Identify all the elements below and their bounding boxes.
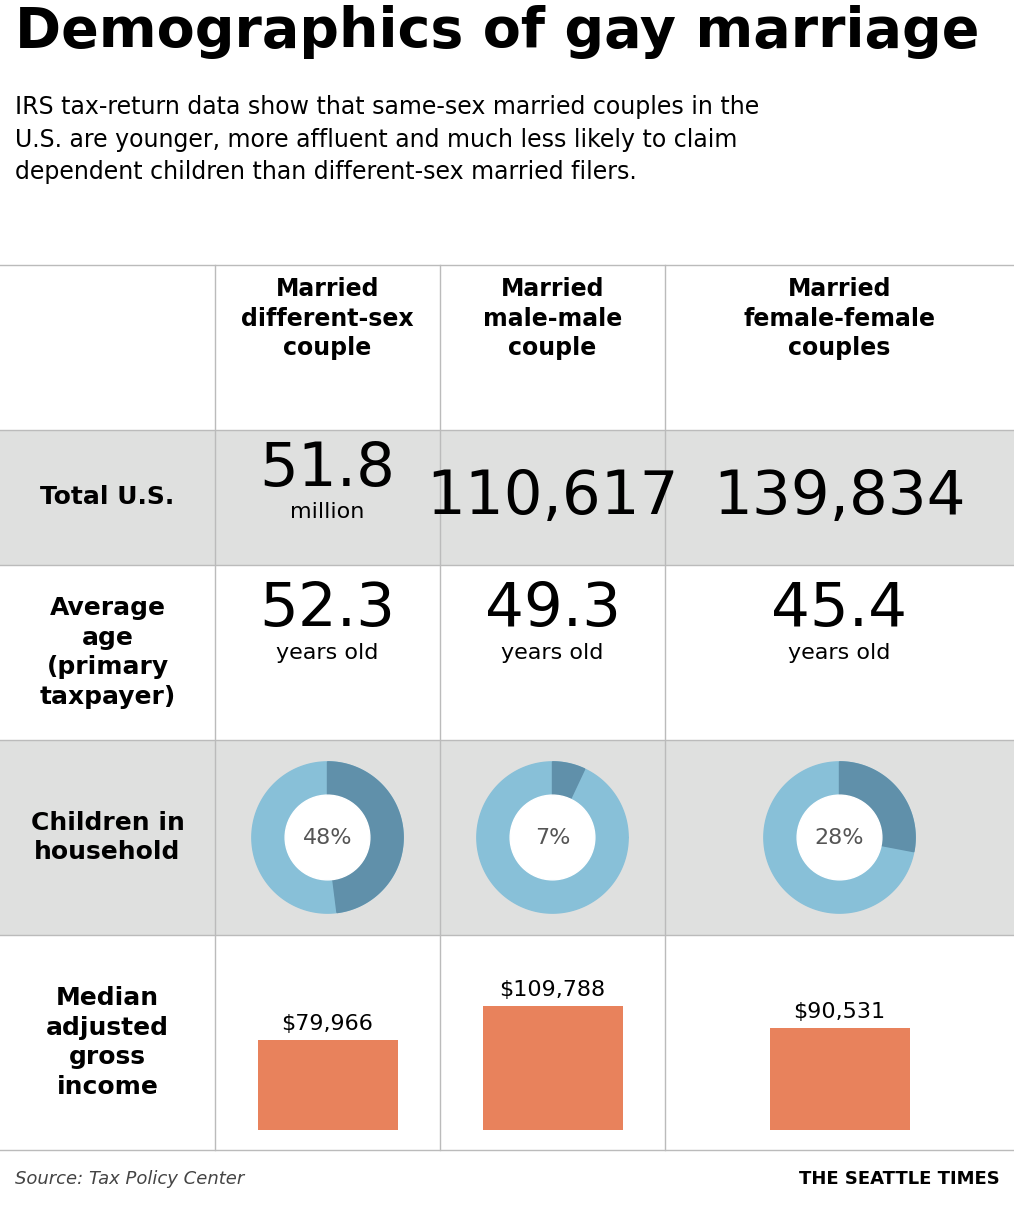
Polygon shape bbox=[328, 762, 404, 912]
Text: Median
adjusted
gross
income: Median adjusted gross income bbox=[46, 986, 169, 1099]
Text: years old: years old bbox=[501, 643, 603, 663]
Text: Married
different-sex
couple: Married different-sex couple bbox=[241, 276, 414, 361]
Text: 45.4: 45.4 bbox=[772, 580, 908, 638]
Text: Total U.S.: Total U.S. bbox=[41, 486, 174, 510]
Polygon shape bbox=[251, 762, 404, 914]
Text: 28%: 28% bbox=[815, 828, 864, 848]
Text: THE SEATTLE TIMES: THE SEATTLE TIMES bbox=[799, 1170, 1000, 1188]
Text: years old: years old bbox=[788, 643, 890, 663]
Text: $90,531: $90,531 bbox=[793, 1002, 885, 1021]
Text: $109,788: $109,788 bbox=[500, 980, 605, 1000]
Text: Children in
household: Children in household bbox=[30, 811, 185, 865]
Text: Demographics of gay marriage: Demographics of gay marriage bbox=[15, 5, 980, 59]
Text: IRS tax-return data show that same-sex married couples in the
U.S. are younger, : IRS tax-return data show that same-sex m… bbox=[15, 95, 759, 185]
Polygon shape bbox=[553, 762, 585, 799]
Text: 51.8: 51.8 bbox=[260, 440, 395, 499]
Text: 7%: 7% bbox=[534, 828, 570, 848]
Bar bbox=[0, 936, 1014, 1150]
Text: Married
male-male
couple: Married male-male couple bbox=[483, 276, 623, 361]
Bar bbox=[258, 1040, 397, 1130]
Circle shape bbox=[285, 795, 370, 879]
Bar bbox=[0, 740, 1014, 936]
Text: Average
age
(primary
taxpayer): Average age (primary taxpayer) bbox=[40, 596, 175, 709]
Polygon shape bbox=[840, 762, 916, 851]
Text: 52.3: 52.3 bbox=[260, 580, 395, 638]
Bar bbox=[770, 1027, 910, 1130]
Circle shape bbox=[797, 795, 882, 879]
Polygon shape bbox=[477, 762, 628, 914]
Text: 49.3: 49.3 bbox=[485, 580, 621, 638]
Bar bbox=[0, 565, 1014, 740]
Bar bbox=[0, 430, 1014, 565]
Text: 139,834: 139,834 bbox=[713, 468, 965, 527]
Text: $79,966: $79,966 bbox=[282, 1014, 373, 1033]
Text: Source: Tax Policy Center: Source: Tax Policy Center bbox=[15, 1170, 244, 1188]
Circle shape bbox=[510, 795, 595, 879]
Text: Married
female-female
couples: Married female-female couples bbox=[743, 276, 936, 361]
Text: million: million bbox=[290, 501, 365, 522]
Bar bbox=[483, 1005, 623, 1130]
Text: 110,617: 110,617 bbox=[426, 468, 678, 527]
Bar bbox=[0, 265, 1014, 430]
Text: years old: years old bbox=[276, 643, 378, 663]
Polygon shape bbox=[764, 762, 916, 914]
Text: 48%: 48% bbox=[303, 828, 352, 848]
